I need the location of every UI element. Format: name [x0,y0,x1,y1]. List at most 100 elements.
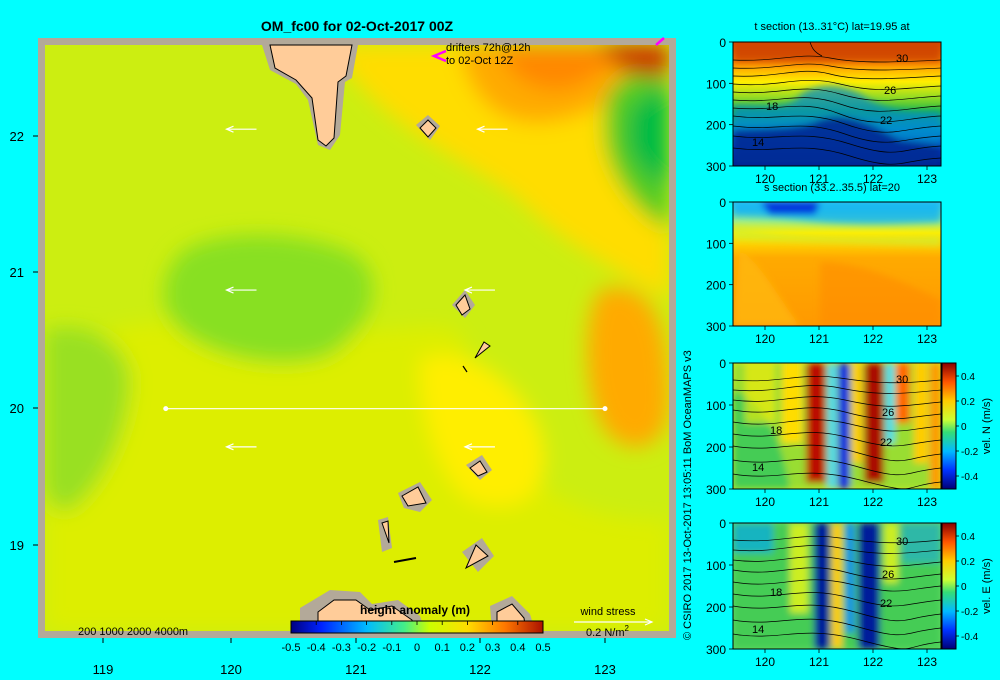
section-x-tick: 123 [917,495,937,509]
drifter-track-icon [655,37,665,46]
section-depth-tick: 300 [706,160,726,174]
section-depth-tick: 300 [706,643,726,657]
vel-colorbar-tick: 0.4 [961,372,975,383]
section-depth-tick: 300 [706,483,726,497]
t-section-plot: 30 26 22 18 14 [733,42,941,166]
section-x-tick: 122 [863,495,883,509]
contour-label: 26 [882,569,894,581]
section-depth-tick: 100 [706,559,726,573]
vel-e-colorbar-label: vel. E (m/s) [981,558,993,614]
vel-colorbar-tick: 0.2 [961,397,975,408]
drifters-label: drifters 72h@12h [446,42,531,54]
section-x-tick: 123 [917,172,937,186]
contour-label: 26 [884,85,896,97]
drifters-date: to 02-Oct 12Z [446,55,514,67]
wind-arrows [224,125,508,451]
drifter-marker-icon [430,49,447,63]
s-section-title: s section (33.2..35.5) lat=20 [764,182,900,194]
depth-legend: 200 1000 2000 4000m [78,626,188,638]
vel-colorbar-tick: -0.2 [961,607,979,618]
vel-e-section-plot: 30 26 22 18 14 [733,523,941,649]
vel-n-colorbar [941,362,957,490]
section-depth-tick: 300 [706,320,726,334]
section-x-tick: 122 [863,332,883,346]
section-x-tick: 121 [809,172,829,186]
wind-arrow-icon [224,443,257,451]
y-tick-label: 19 [10,538,24,553]
section-depth-tick: 100 [706,77,726,91]
section-x-tick: 122 [863,172,883,186]
colorbar-tick-label: 0.1 [435,642,450,654]
wind-scale-value: 0.2 N/m2 [586,624,630,639]
section-depth-tick: 0 [719,196,726,210]
section-depth-tick: 0 [719,357,726,371]
contour-label: 14 [752,462,764,474]
section-x-tick: 121 [809,655,829,669]
section-x-tick: 120 [755,495,775,509]
colorbar-tick-label: 0.5 [535,642,550,654]
wind-stress-label: wind stress [579,606,636,618]
y-tick-label: 22 [10,129,24,144]
section-x-tick: 121 [809,332,829,346]
colorbar-tick-label: -0.1 [382,642,401,654]
s-section-plot [733,202,941,326]
vel-n-section-plot: 30 26 22 18 14 [733,363,941,489]
contour-label: 22 [880,437,892,449]
wind-arrow-icon [224,286,257,294]
section-x-tick: 120 [755,655,775,669]
contour-label: 18 [766,101,778,113]
y-tick-label: 21 [10,265,24,280]
vel-colorbar-tick: -0.4 [961,472,979,483]
vel-e-colorbar [941,522,957,650]
contour-label: 30 [896,374,908,386]
section-depth-tick: 200 [706,119,726,133]
x-tick-label: 121 [345,662,367,677]
colorbar-tick-label: 0.4 [510,642,525,654]
vel-colorbar-tick: 0.2 [961,557,975,568]
vel-colorbar-tick: 0.4 [961,532,975,543]
section-x-tick: 123 [917,332,937,346]
height-anomaly-field [45,45,669,631]
contour-label: 18 [770,425,782,437]
contour-label: 18 [770,587,782,599]
wind-arrow-icon [475,125,508,133]
contour-label: 22 [880,598,892,610]
section-depth-tick: 0 [719,517,726,531]
vel-colorbar-tick: -0.4 [961,632,979,643]
colorbar-tick-label: -0.4 [307,642,326,654]
contour-label: 30 [896,536,908,548]
colorbar-tick-label: 0.2 [460,642,475,654]
x-tick-label: 123 [594,662,616,677]
section-x-tick: 122 [863,655,883,669]
contour-label: 14 [752,624,764,636]
colorbar-tick-label: -0.2 [357,642,376,654]
section-depth-tick: 0 [719,36,726,50]
section-depth-tick: 200 [706,601,726,615]
section-x-tick: 120 [755,172,775,186]
contour-label: 30 [896,53,908,65]
vel-n-colorbar-label: vel. N (m/s) [981,398,993,454]
section-depth-tick: 100 [706,237,726,251]
vel-colorbar-tick: 0 [961,422,967,433]
section-depth-tick: 200 [706,441,726,455]
wind-arrow-icon [224,125,257,133]
credit-text: © CSIRO 2017 13-Oct-2017 13:05:11 BoM Oc… [682,350,694,640]
colorbar-tick-label: 0 [414,642,420,654]
section-line [163,406,608,412]
wind-arrow-icon [463,286,495,294]
contour-label: 26 [882,407,894,419]
y-tick-label: 20 [10,401,24,416]
vel-colorbar-tick: -0.2 [961,447,979,458]
section-x-tick: 123 [917,655,937,669]
section-x-tick: 121 [809,495,829,509]
x-tick-label: 122 [469,662,491,677]
t-section-title: t section (13..31°C) lat=19.95 at [754,21,909,33]
contour-label: 22 [880,115,892,127]
colorbar-tick-label: -0.5 [282,642,301,654]
contour-label: 14 [752,137,764,149]
section-depth-tick: 100 [706,399,726,413]
colorbar-tick-label: 0.3 [485,642,500,654]
x-tick-label: 119 [93,662,114,677]
wind-scale-arrow [574,618,654,626]
